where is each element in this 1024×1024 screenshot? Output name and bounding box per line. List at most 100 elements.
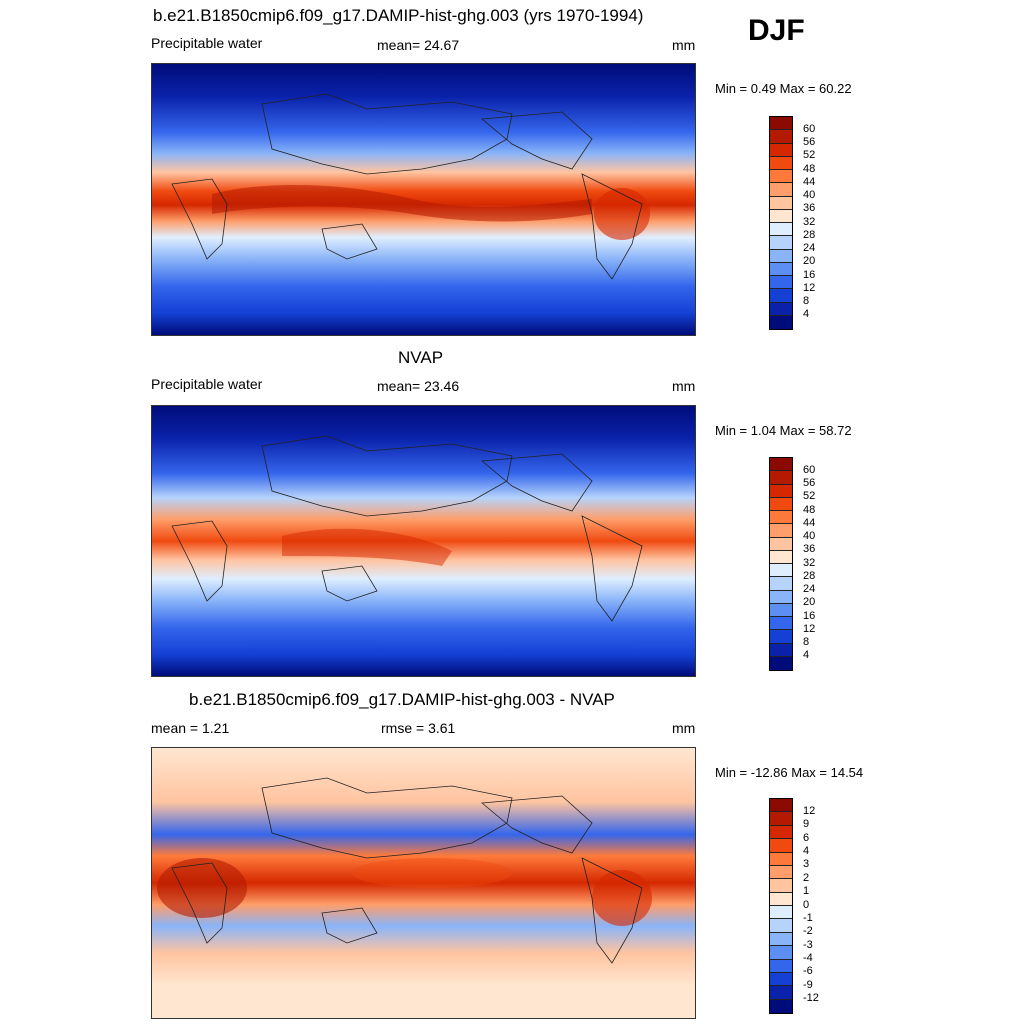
colorbar-tick-label: -3 xyxy=(803,939,813,951)
panel-2-colorbar-swatch xyxy=(770,577,792,591)
panel-2-colorbar-swatch xyxy=(770,537,792,551)
colorbar-tick-label: 20 xyxy=(803,596,816,608)
panel-1-colorbar-swatch xyxy=(770,223,792,237)
panel-1-title: b.e21.B1850cmip6.f09_g17.DAMIP-hist-ghg.… xyxy=(153,6,644,25)
panel-3-colorbar-swatch xyxy=(770,946,792,960)
panel-2-colorbar-swatch xyxy=(770,471,792,485)
panel-2-colorbar-swatch xyxy=(770,511,792,525)
panel-2-colorbar-swatch xyxy=(770,497,792,511)
colorbar-tick-label: 20 xyxy=(803,255,816,267)
colorbar-tick-label: 48 xyxy=(803,504,816,516)
colorbar-tick-label: 8 xyxy=(803,636,810,648)
panel-2-colorbar-swatch xyxy=(770,603,792,617)
panel-3-colorbar-swatch xyxy=(770,906,792,920)
panel-2-colorbar-swatch xyxy=(770,643,792,657)
panel-3-title: b.e21.B1850cmip6.f09_g17.DAMIP-hist-ghg.… xyxy=(189,690,615,709)
colorbar-tick-label: 36 xyxy=(803,202,816,214)
panel-3-colorbar-swatch xyxy=(770,812,792,826)
colorbar-tick-label: 56 xyxy=(803,477,816,489)
colorbar-tick-label: 28 xyxy=(803,229,816,241)
panel-3-map xyxy=(151,747,696,1019)
panel-2-units-label: mm xyxy=(672,378,696,394)
panel-3-colorbar-swatch xyxy=(770,999,792,1013)
panel-2-colorbar-swatch xyxy=(770,617,792,631)
colorbar-tick-label: -9 xyxy=(803,979,813,991)
panel-3-colorbar-swatch xyxy=(770,986,792,1000)
panel-2-colorbar-swatch xyxy=(770,484,792,498)
panel-1-mean-label: mean= 24.67 xyxy=(377,37,460,53)
panel-2-colorbar-labels: 60 56 52 48 44 40 36 32 28 24 20 16 12 8… xyxy=(803,457,843,669)
panel-2-left-label: Precipitable water xyxy=(151,376,263,392)
colorbar-tick-label: 12 xyxy=(803,805,816,817)
panel-1-colorbar-swatch xyxy=(770,183,792,197)
colorbar-tick-label: 6 xyxy=(803,832,810,844)
panel-1-colorbar-swatch xyxy=(770,276,792,290)
panel-2-colorbar-swatch xyxy=(770,590,792,604)
panel-1-colorbar-swatch xyxy=(770,262,792,276)
colorbar-tick-label: 4 xyxy=(803,649,810,661)
colorbar-tick-label: 16 xyxy=(803,610,816,622)
panel-3-colorbar-swatch xyxy=(770,852,792,866)
panel-1-colorbar-swatch xyxy=(770,209,792,223)
colorbar-tick-label: -4 xyxy=(803,952,813,964)
colorbar-tick-label: 44 xyxy=(803,517,816,529)
colorbar-tick-label: 24 xyxy=(803,242,816,254)
panel-1-left-label: Precipitable water xyxy=(151,35,263,51)
panel-1-colorbar-swatch xyxy=(770,249,792,263)
panel-3-mean-label: mean = 1.21 xyxy=(151,720,230,736)
panel-3-colorbar-swatch xyxy=(770,972,792,987)
panel-1-units-label: mm xyxy=(672,37,696,53)
colorbar-tick-label: 4 xyxy=(803,308,810,320)
colorbar-tick-label: 36 xyxy=(803,543,816,555)
panel-2-colorbar-swatch xyxy=(770,656,792,670)
colorbar-tick-label: -1 xyxy=(803,912,813,924)
panel-1-map-field xyxy=(152,64,695,335)
panel-2-colorbar-swatch xyxy=(770,564,792,578)
colorbar-tick-label: 52 xyxy=(803,149,816,161)
panel-3-colorbar-swatch xyxy=(770,879,792,893)
panel-2-colorbar-swatch xyxy=(770,550,792,564)
colorbar-tick-label: 12 xyxy=(803,623,816,635)
panel-1-colorbar-swatch xyxy=(770,315,792,329)
panel-1-colorbar-labels: 60 56 52 48 44 40 36 32 28 24 20 16 12 8… xyxy=(803,116,843,328)
panel-1-colorbar-swatch xyxy=(770,236,792,250)
panel-3-colorbar-swatch xyxy=(770,865,792,880)
panel-3-minmax: Min = -12.86 Max = 14.54 xyxy=(715,765,864,780)
colorbar-tick-label: 32 xyxy=(803,216,816,228)
colorbar-tick-label: 60 xyxy=(803,123,816,135)
panel-3-map-field xyxy=(152,748,695,1018)
colorbar-tick-label: 4 xyxy=(803,845,810,857)
panel-2-colorbar xyxy=(769,457,793,671)
panel-1-map xyxy=(151,63,696,336)
colorbar-tick-label: 60 xyxy=(803,464,816,476)
panel-3-units-label: mm xyxy=(672,720,696,736)
panel-2-colorbar-swatch xyxy=(770,524,792,538)
panel-2-map-field xyxy=(152,406,695,676)
panel-3-colorbar-swatch xyxy=(770,959,792,973)
panel-1-colorbar-swatch xyxy=(770,170,792,184)
season-label: DJF xyxy=(748,14,805,47)
colorbar-tick-label: 24 xyxy=(803,583,816,595)
panel-2-colorbar-swatch xyxy=(770,630,792,644)
panel-1-colorbar-swatch xyxy=(770,156,792,170)
colorbar-tick-label: 2 xyxy=(803,872,810,884)
colorbar-tick-label: 16 xyxy=(803,269,816,281)
panel-3-colorbar-swatch xyxy=(770,825,792,840)
panel-2-colorbar-swatch xyxy=(770,458,792,472)
panel-1-minmax: Min = 0.49 Max = 60.22 xyxy=(715,81,852,96)
panel-3-colorbar-swatch xyxy=(770,799,792,813)
colorbar-tick-label: 32 xyxy=(803,557,816,569)
panel-3-colorbar-swatch xyxy=(770,932,792,947)
panel-1-colorbar-swatch xyxy=(770,289,792,303)
panel-1-colorbar xyxy=(769,116,793,330)
panel-3-colorbar-swatch xyxy=(770,919,792,933)
colorbar-tick-label: 8 xyxy=(803,295,810,307)
colorbar-tick-label: -6 xyxy=(803,965,813,977)
panel-3-rmse-label: rmse = 3.61 xyxy=(381,720,456,736)
colorbar-tick-label: 48 xyxy=(803,163,816,175)
panel-1-colorbar-swatch xyxy=(770,143,792,157)
panel-1-colorbar-swatch xyxy=(770,302,792,316)
colorbar-tick-label: 28 xyxy=(803,570,816,582)
panel-1-colorbar-swatch xyxy=(770,130,792,144)
panel-2-map xyxy=(151,405,696,677)
